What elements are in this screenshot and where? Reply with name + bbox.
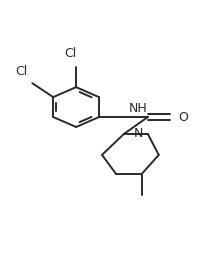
Text: N: N xyxy=(134,128,143,140)
Text: O: O xyxy=(179,110,189,123)
Text: Cl: Cl xyxy=(15,65,27,78)
Text: Cl: Cl xyxy=(64,47,76,60)
Text: NH: NH xyxy=(129,102,148,115)
